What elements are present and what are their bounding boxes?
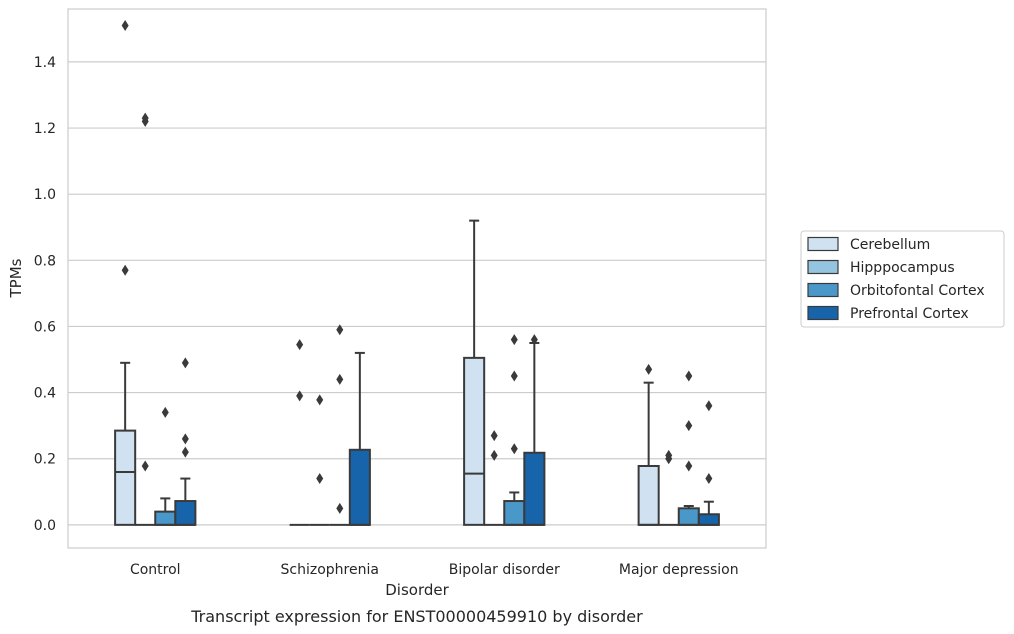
box [114, 429, 137, 526]
outlier-point [316, 473, 324, 485]
outlier-point [141, 112, 149, 124]
box [523, 451, 546, 526]
outlier-point [336, 324, 344, 336]
outlier-point [510, 334, 518, 346]
outlier-point [121, 20, 129, 32]
box [503, 500, 526, 526]
outlier-point [665, 449, 673, 461]
outlier-point [141, 460, 149, 472]
outlier-point [685, 420, 693, 432]
legend-frame [800, 230, 1005, 328]
grid-lines [68, 61, 766, 526]
box-group [697, 500, 720, 526]
legend-swatch [807, 282, 839, 298]
legend-label: Cerebellum [850, 237, 930, 253]
outlier-point [121, 264, 129, 276]
y-tick-label: 0.2 [34, 452, 56, 468]
box-group [348, 351, 371, 526]
plot-area [67, 8, 767, 549]
box-group [463, 219, 486, 526]
outlier-point [490, 430, 498, 442]
legend-label: Hipppocampus [850, 260, 955, 276]
legend-item: Hipppocampus [807, 259, 955, 276]
y-tick-label: 0.0 [34, 518, 56, 534]
legend-swatch [807, 259, 839, 275]
outlier-point [510, 370, 518, 382]
legend-label: Orbitofontal Cortex [850, 283, 985, 299]
outlier-point [705, 400, 713, 412]
box-group [523, 341, 546, 526]
box [154, 510, 177, 526]
outlier-point [685, 370, 693, 382]
y-tick-label: 0.4 [34, 386, 56, 402]
x-tick-label: Major depression [619, 562, 739, 578]
legend-label: Prefrontal Cortex [850, 306, 969, 322]
outlier-point [336, 502, 344, 514]
x-axis-title: Disorder [385, 581, 449, 599]
outlier-point [336, 373, 344, 385]
outlier-point [705, 473, 713, 485]
legend-item: Orbitofontal Cortex [807, 282, 985, 299]
box [174, 500, 197, 526]
chart-caption: Transcript expression for ENST0000045991… [190, 607, 643, 626]
legend-item: Cerebellum [807, 236, 930, 253]
y-tick-label: 0.8 [34, 253, 56, 269]
outlier-point [645, 363, 653, 375]
legend-swatch [807, 305, 839, 321]
box [697, 513, 720, 526]
y-tick-label: 1.2 [34, 121, 56, 137]
box-group [154, 497, 177, 526]
y-tick-label: 1.0 [34, 187, 56, 203]
box-group [114, 361, 137, 526]
legend-item: Prefrontal Cortex [807, 305, 969, 322]
outlier-point [181, 357, 189, 369]
box [637, 464, 660, 526]
boxes [114, 219, 720, 526]
outlier-point [181, 433, 189, 445]
x-tick-label: Schizophrenia [281, 562, 379, 578]
box-group [677, 505, 700, 526]
x-tick-label: Bipolar disorder [449, 562, 560, 578]
legend: Cerebellum Hipppocampus Orbitofontal Corte… [800, 230, 1005, 328]
x-tick-label: Control [130, 562, 181, 578]
outlier-point [296, 390, 304, 402]
outlier-point [181, 446, 189, 458]
outlier-point [296, 339, 304, 351]
outlier-point [161, 406, 169, 418]
legend-swatch [807, 236, 839, 252]
box-group [174, 477, 197, 526]
box [463, 356, 486, 526]
box-group [637, 381, 660, 526]
outlier-point [685, 460, 693, 472]
outlier-point [490, 449, 498, 461]
outlier-point [510, 443, 518, 455]
box [677, 507, 700, 526]
y-tick-labels: 0.0 0.2 0.4 0.6 0.8 1.0 1.2 1.4 [34, 55, 56, 534]
x-tick-labels: Control Schizophrenia Bipolar disorder Majo… [130, 562, 739, 578]
box [348, 448, 371, 526]
y-tick-label: 0.6 [34, 319, 56, 335]
y-tick-label: 1.4 [34, 55, 56, 71]
outlier-point [530, 334, 538, 346]
y-axis-title: TPMs [7, 258, 25, 298]
outlier-point [316, 394, 324, 406]
outliers [121, 20, 713, 514]
